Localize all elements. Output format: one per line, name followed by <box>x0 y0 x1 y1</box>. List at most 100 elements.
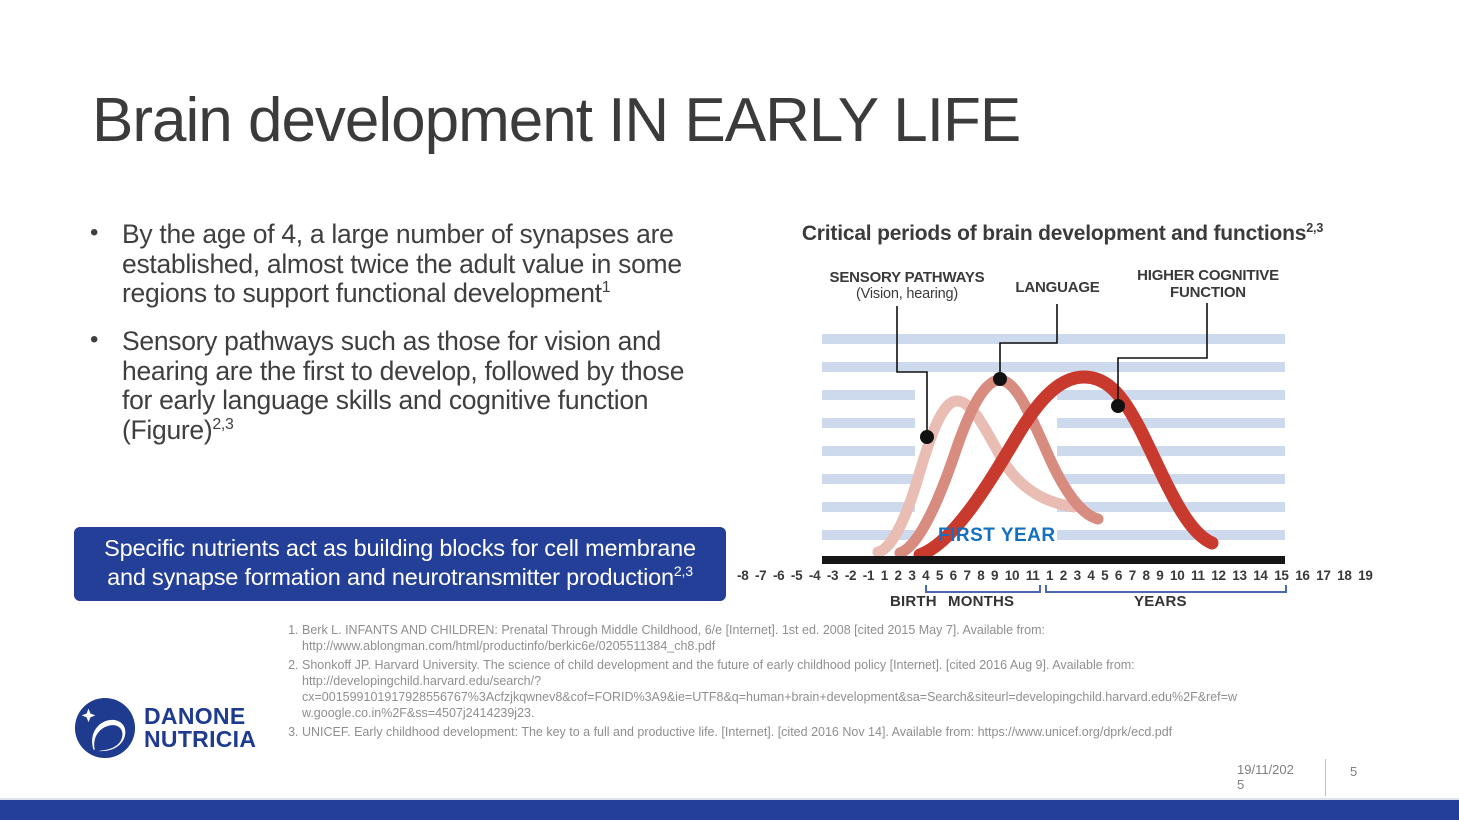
list-item: • Sensory pathways such as those for vis… <box>90 326 702 446</box>
x-axis-tick: 9 <box>991 568 999 583</box>
callout-line-0 <box>896 306 928 437</box>
years-bracket <box>1045 585 1287 593</box>
x-axis-tick: -1 <box>862 568 875 583</box>
footer-divider <box>1325 759 1326 796</box>
x-axis-tick: 10 <box>1170 568 1185 583</box>
logo-wordmark: DANONE NUTRICIA <box>144 705 256 750</box>
background-stripe <box>1057 446 1285 456</box>
x-axis-tick: -6 <box>772 568 785 583</box>
background-stripe <box>822 334 1285 344</box>
x-axis-tick: 7 <box>1128 568 1137 583</box>
reference-superscript: 2,3 <box>212 416 234 434</box>
background-stripe <box>822 390 915 400</box>
x-axis-tick: 2 <box>894 568 903 583</box>
x-axis-tick: 13 <box>1232 568 1247 583</box>
background-stripe <box>1057 418 1285 428</box>
x-axis-tick: 19 <box>1358 568 1373 583</box>
stripes-group <box>822 334 1285 540</box>
x-axis-tick: 9 <box>1156 568 1164 583</box>
brain-development-chart: Critical periods of brain development an… <box>735 222 1390 622</box>
x-axis-tick: -7 <box>754 568 767 583</box>
x-axis-tick: 3 <box>1073 568 1082 583</box>
background-stripe <box>822 502 915 512</box>
reference-superscript: 2,3 <box>673 563 693 580</box>
background-stripe <box>1057 502 1285 512</box>
x-axis-tick: 3 <box>908 568 916 583</box>
reference-superscript: 1 <box>601 279 611 297</box>
background-stripe <box>1057 390 1285 400</box>
callout-line-2 <box>1117 303 1208 406</box>
logo-line-nutricia: NUTRICIA <box>144 726 257 752</box>
series-sublabel: (Vision, hearing) <box>856 286 958 303</box>
x-axis-tick: 10 <box>1004 568 1020 583</box>
references-list: Berk L. INFANTS AND CHILDREN: Prenatal T… <box>272 622 1327 740</box>
x-axis-ticks: -8 -7 -6 -5 -4 -3 -2 -1 1 2 3 4 5 6 7 8 9 10 11 1 2 3 4 5 6 7 8 9 10… <box>737 568 1373 583</box>
x-axis-tick: 12 <box>1211 568 1226 583</box>
list-item: • By the age of 4, a large number of syn… <box>90 219 702 309</box>
key-message-text: Specific nutrients act as building block… <box>104 535 696 591</box>
x-axis-tick: 5 <box>935 568 944 583</box>
curve-0 <box>872 395 1080 558</box>
months-bracket <box>925 585 1041 593</box>
reference-item: Berk L. INFANTS AND CHILDREN: Prenatal T… <box>302 622 1327 655</box>
bullet-text: By the age of 4, a large number of synap… <box>122 219 682 309</box>
x-axis-tick: 6 <box>949 568 958 583</box>
x-axis-tick: 18 <box>1337 568 1352 583</box>
logo-mark-icon <box>74 697 136 759</box>
baseline-axis <box>822 556 1285 564</box>
danone-nutricia-logo: DANONE NUTRICIA <box>74 697 256 759</box>
axis-label-months: MONTHS <box>948 593 1015 610</box>
x-axis-tick: 11 <box>1025 568 1040 583</box>
x-axis-tick: 1 <box>880 568 889 583</box>
slide-date: 19/11/2025 <box>1237 762 1294 792</box>
bullet-marker: • <box>90 219 99 246</box>
axis-label-years: YEARS <box>1134 593 1187 610</box>
x-axis-tick: 4 <box>922 568 930 583</box>
x-axis-tick: 8 <box>1142 568 1150 583</box>
star-icon <box>81 708 96 723</box>
x-axis-tick: 14 <box>1253 568 1268 583</box>
x-axis-tick: 1 <box>1046 568 1054 583</box>
page-number: 5 <box>1350 764 1358 779</box>
reference-item: UNICEF. Early childhood development: The… <box>302 724 1327 740</box>
reference-superscript: 2,3 <box>1306 221 1324 235</box>
x-axis-tick: -5 <box>790 568 803 583</box>
callout-dot-0 <box>920 430 934 444</box>
page-title: Brain development IN EARLY LIFE <box>92 86 1021 155</box>
axis-label-birth: BIRTH <box>890 593 937 610</box>
series-label-sensory-pathways: SENSORY PATHWAYS (Vision, hearing) <box>807 269 1007 303</box>
x-axis-tick: -8 <box>737 568 749 583</box>
chart-title: Critical periods of brain development an… <box>801 221 1324 245</box>
series-label-higher-cognitive-function: HIGHER COGNITIVE FUNCTION <box>1137 267 1279 302</box>
background-stripe <box>822 418 915 428</box>
background-stripe <box>1057 530 1285 540</box>
x-axis-tick: 5 <box>1101 568 1109 583</box>
child-face-cut <box>94 725 123 752</box>
callout-dot-1 <box>993 372 1007 386</box>
x-axis-tick: 17 <box>1316 568 1331 583</box>
x-axis-tick: 7 <box>963 568 971 583</box>
bullet-marker: • <box>90 326 99 354</box>
reference-item: Shonkoff JP. Harvard University. The sci… <box>302 657 1327 722</box>
background-stripe <box>822 362 1285 372</box>
x-axis-tick: 11 <box>1191 568 1205 583</box>
bullet-list: • By the age of 4, a large number of syn… <box>90 219 702 464</box>
callout-dot-2 <box>1111 399 1125 413</box>
callout-line-1 <box>999 304 1058 379</box>
curve-2 <box>913 370 1219 562</box>
x-axis-tick: -4 <box>808 568 821 583</box>
x-axis-tick: 8 <box>977 568 985 583</box>
logo-line-danone: DANONE <box>144 703 246 730</box>
x-axis-tick: 2 <box>1059 568 1068 583</box>
bullet-text: Sensory pathways such as those for visio… <box>122 326 685 446</box>
x-axis-tick: -2 <box>844 568 857 583</box>
chart-canvas <box>822 303 1285 564</box>
series-label-language: LANGUAGE <box>1015 279 1100 296</box>
x-axis-tick: 4 <box>1087 568 1095 583</box>
background-stripe <box>822 530 915 540</box>
x-axis-tick: 15 <box>1274 568 1289 583</box>
x-axis-tick: 6 <box>1114 568 1123 583</box>
background-stripe <box>822 474 915 484</box>
key-message-box: Specific nutrients act as building block… <box>74 527 726 602</box>
